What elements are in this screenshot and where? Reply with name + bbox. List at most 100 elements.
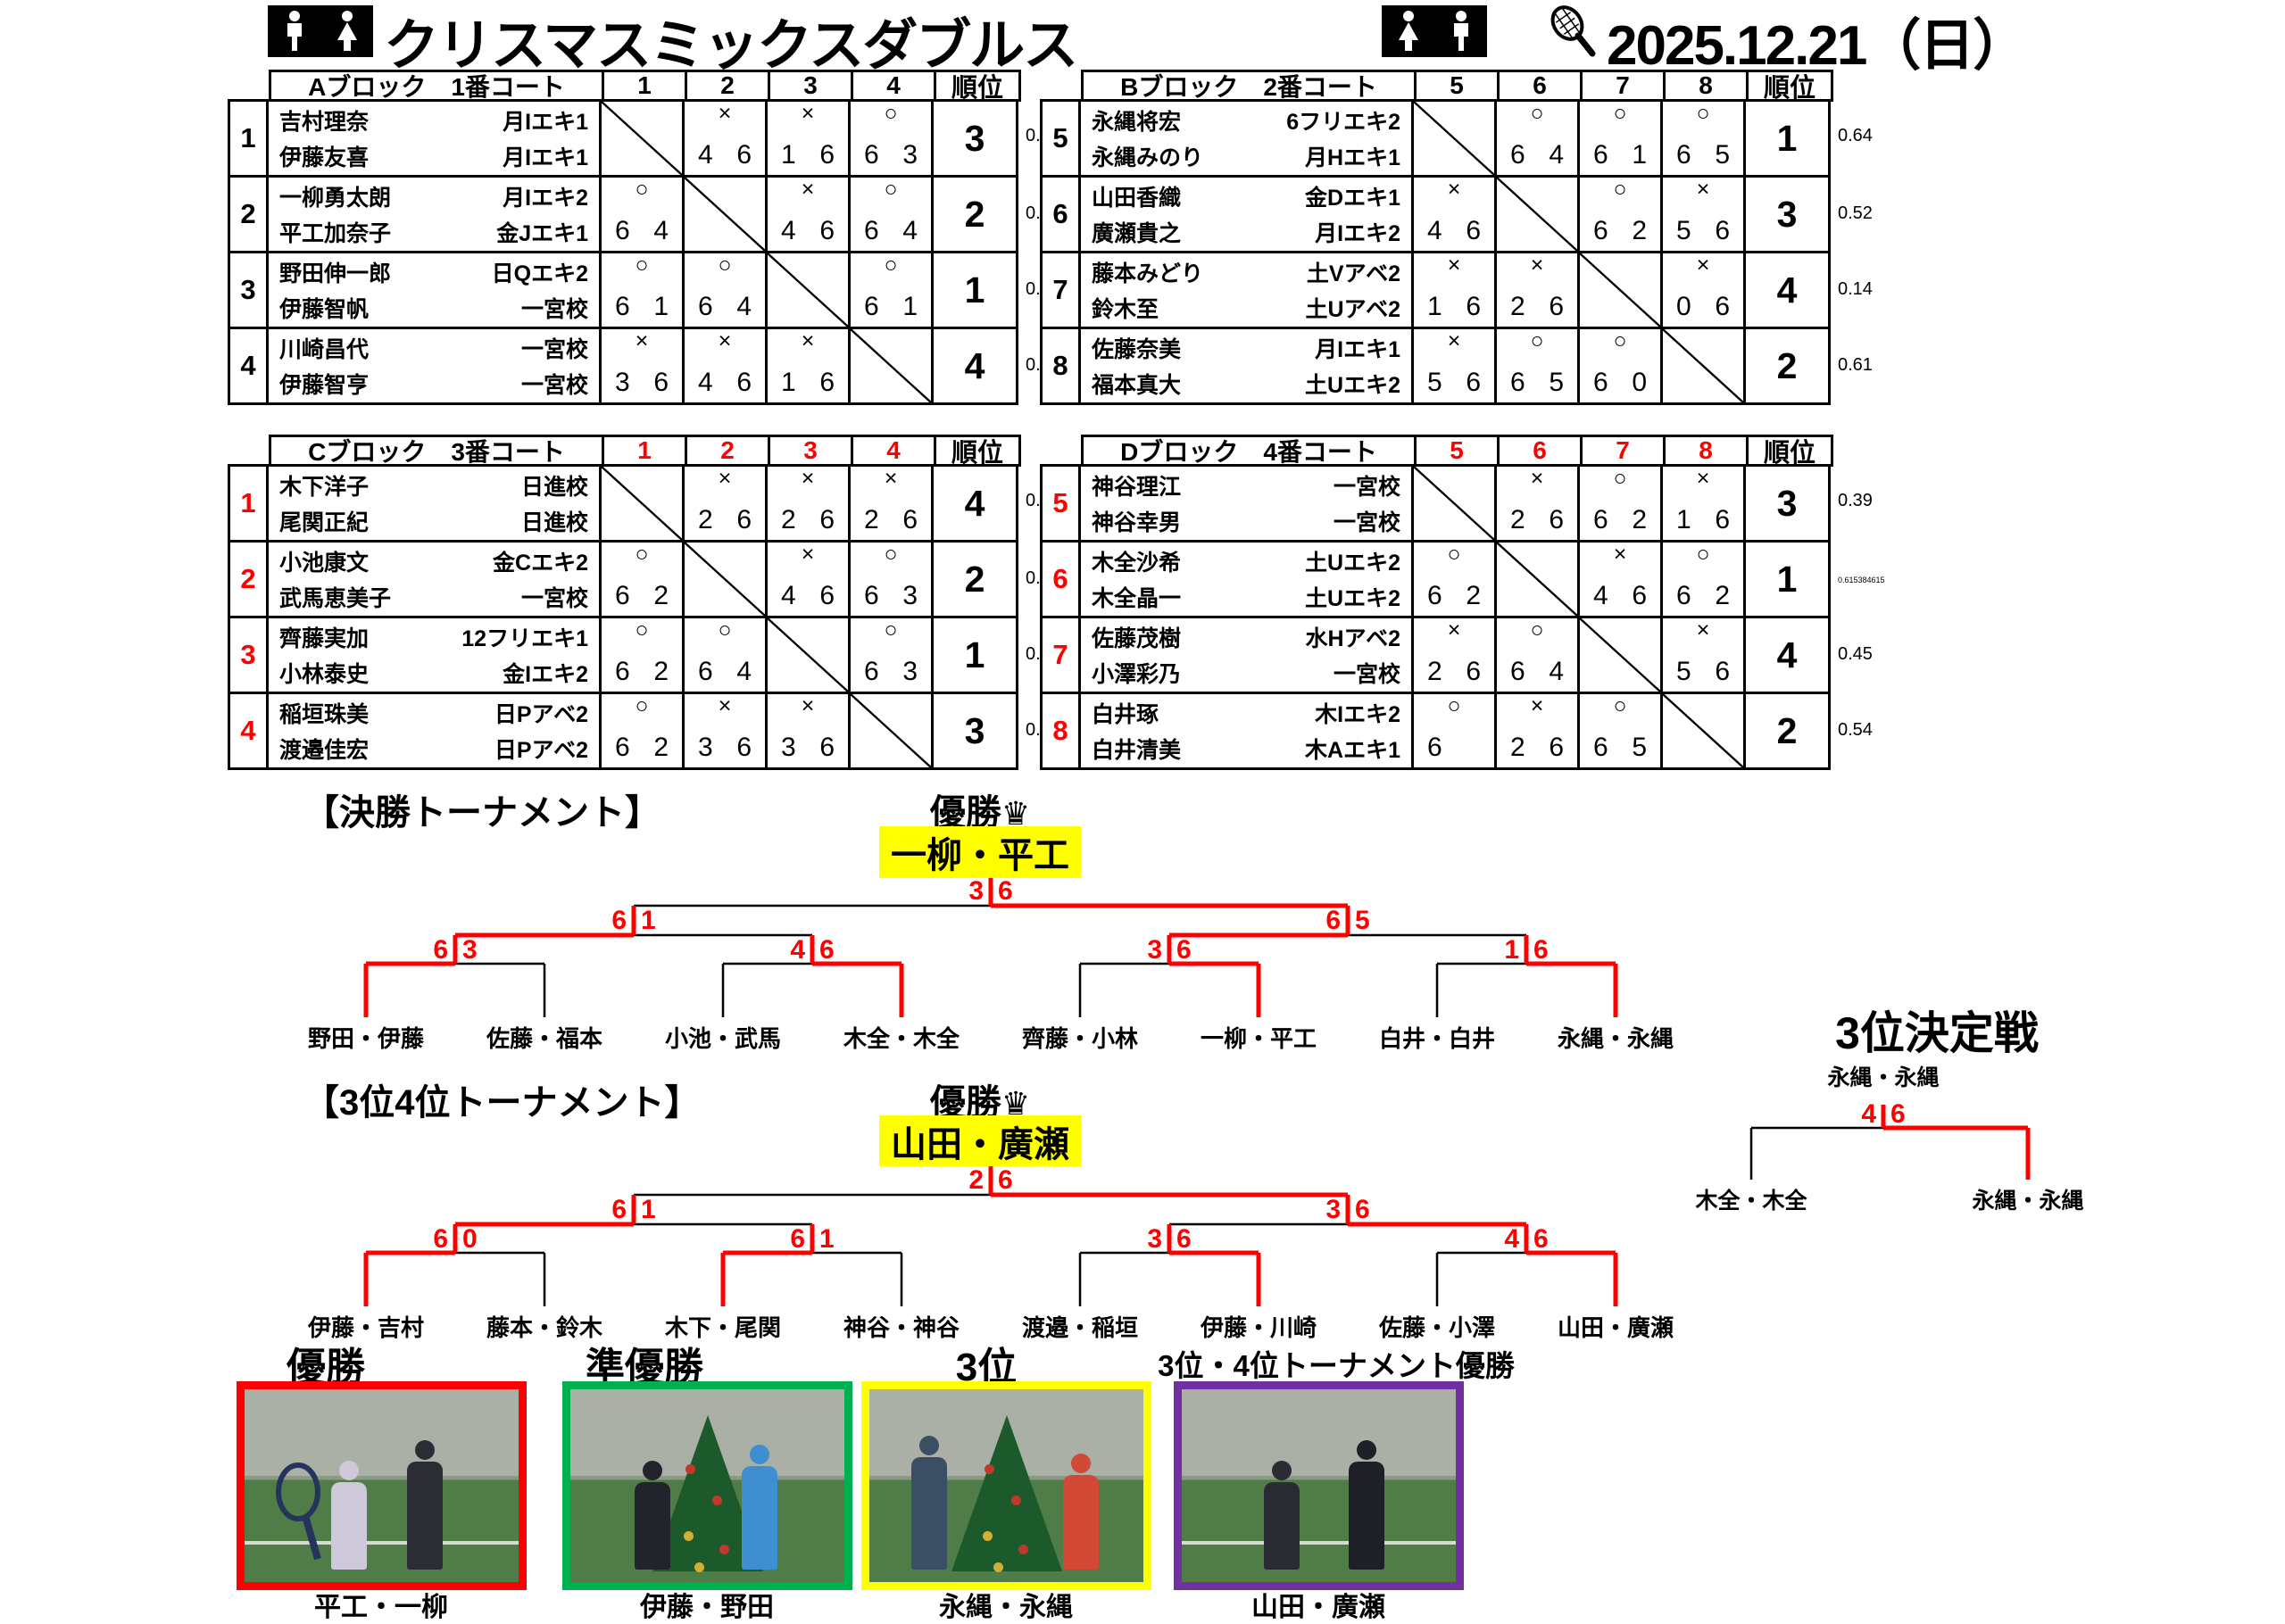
game-score: 3	[902, 657, 918, 686]
bracket-team-name: 山田・廣瀬	[1557, 1314, 1674, 1341]
pair-names-cell: 一柳勇太朗 月Iエキ2 平工加奈子 金Jエキ1	[266, 175, 602, 253]
bracket-score: 6	[998, 876, 1013, 906]
rank-cell: 2	[1743, 327, 1831, 405]
game-score: 6	[1593, 505, 1608, 534]
player-name: 永縄みのり	[1092, 145, 1204, 170]
game-score: 6	[1593, 140, 1608, 170]
table-row: 1 木下洋子 日進校 尾関正紀 日進校 × 2 6 × 2 6 × 2 6 4	[228, 464, 1120, 543]
match-score-cell: ○ 6 1	[848, 251, 934, 329]
game-score: 6	[864, 581, 879, 610]
game-score: 2	[864, 505, 879, 534]
bracket-score: 6	[819, 935, 835, 965]
rank-cell: 4	[1743, 616, 1831, 694]
pair-names-cell: 白井琢 木Iエキ2 白井清美 木Aエキ1	[1078, 692, 1414, 770]
champion-label-text: 優勝	[929, 793, 1001, 833]
match-score-cell: × 2 6	[848, 464, 934, 543]
rank-cell: 3	[931, 99, 1018, 178]
game-score: 3	[902, 581, 918, 610]
bracket-team-name: 白井・白井	[1378, 1025, 1496, 1052]
player-name: 渡邉佳宏	[279, 738, 370, 763]
game-score: 3	[698, 733, 713, 762]
result-mark: ×	[1696, 177, 1710, 202]
player-name: 神谷幸男	[1092, 510, 1182, 535]
player-class: 月Iエキ2	[1315, 221, 1400, 246]
pair-number: 1	[228, 99, 269, 178]
pair-names-cell: 稲垣珠美 日Pアベ2 渡邉佳宏 日Pアベ2	[266, 692, 602, 770]
pair-names-cell: 藤本みどり 土Vアベ2 鈴木至 土Uアベ2	[1078, 251, 1414, 329]
match-score-cell: ○ 6 0	[1577, 327, 1663, 405]
game-score: 2	[1427, 657, 1442, 686]
player-class: 一宮校	[1333, 510, 1400, 535]
pair-number: 5	[1040, 464, 1081, 543]
third-place-winner: 永縄・永縄	[1827, 1065, 1940, 1090]
game-score: 5	[1676, 657, 1691, 686]
game-score: 6	[1466, 368, 1481, 397]
game-score: 6	[819, 733, 835, 762]
pair-number: 3	[228, 251, 269, 329]
player-name: 佐藤奈美	[1092, 337, 1182, 362]
game-score: 6	[1510, 657, 1525, 686]
bracket-team-name: 一柳・平工	[1200, 1025, 1317, 1052]
block-c-table: Cブロック 3番コート 1 2 3 4 順位 1 木下洋子 日進校 尾関正紀 日進校…	[228, 435, 1120, 770]
game-score: 6	[1593, 733, 1608, 762]
player-name: 齊藤実加	[279, 626, 370, 651]
pair-names-cell: 永縄将宏 6フリエキ2 永縄みのり 月Hエキ1	[1078, 99, 1414, 178]
game-score: 4	[1549, 140, 1564, 170]
table-row: 3 野田伸一郎 日Qエキ2 伊藤智帆 一宮校 ○ 6 1 ○ 6 4 ○ 6 1 1	[228, 251, 1120, 329]
game-score: 3	[615, 368, 630, 397]
table-row: 3 齊藤実加 12フリエキ1 小林泰史 金Iエキ2 ○ 6 2 ○ 6 4 ○ 6 3 1	[228, 616, 1120, 694]
bracket-score: 1	[641, 1195, 656, 1224]
rank-cell: 2	[1743, 692, 1831, 770]
bracket-score: 3	[462, 935, 478, 965]
bracket-score: 1	[641, 906, 656, 935]
photo-caption: 平工・一柳	[314, 1593, 448, 1622]
game-score: 6	[1427, 581, 1442, 610]
female-pictogram-icon	[337, 11, 357, 51]
bracket-team-name: 野田・伊藤	[307, 1025, 425, 1052]
diagonal-cell	[1494, 540, 1580, 618]
pair-names-cell: 川崎昌代 一宮校 伊藤智亨 一宮校	[266, 327, 602, 405]
tennis-racket-graphic	[276, 1462, 321, 1561]
player-class: 日Qエキ2	[491, 261, 588, 286]
match-score-cell: × 2 6	[765, 464, 851, 543]
pair-number: 2	[228, 540, 269, 618]
column-header: 4	[851, 70, 936, 102]
rank-cell: 1	[931, 251, 1018, 329]
table-row: 7 藤本みどり 土Vアベ2 鈴木至 土Uアベ2 × 1 6 × 2 6 × 0 6 4	[1040, 251, 1932, 329]
pair-number: 3	[228, 616, 269, 694]
match-score-cell: × 3 6	[765, 692, 851, 770]
court-line	[1182, 1541, 1456, 1545]
male-pictogram-icon	[287, 11, 302, 51]
player-class: 金Cエキ2	[493, 551, 588, 576]
result-mark: ○	[884, 253, 898, 278]
match-score-cell: × 3 6	[599, 327, 685, 405]
female-pictogram-icon	[1398, 11, 1418, 51]
match-score-cell: × 2 6	[1411, 616, 1497, 694]
game-score: 1	[1676, 505, 1691, 534]
game-score: 6	[1715, 216, 1730, 245]
result-mark: ○	[635, 542, 649, 567]
game-score: 6	[1466, 292, 1481, 321]
pair-names-cell: 佐藤茂樹 水Hアベ2 小澤彩乃 一宮校	[1078, 616, 1414, 694]
player-name: 武馬恵美子	[279, 586, 392, 611]
result-mark: ○	[1530, 328, 1544, 353]
diagonal-cell	[1660, 327, 1746, 405]
diagonal-cell	[1660, 692, 1746, 770]
pair-number: 8	[1040, 692, 1081, 770]
rank-header: 順位	[934, 435, 1021, 468]
result-mark: ×	[1530, 693, 1544, 718]
bracket-team-name: 木下・尾関	[664, 1314, 782, 1341]
column-header: 2	[685, 70, 770, 102]
player-class: 日進校	[520, 475, 588, 500]
match-score-cell: × 1 6	[765, 327, 851, 405]
game-score: 6	[1549, 505, 1564, 534]
result-mark: ○	[884, 617, 898, 642]
game-score: 2	[1510, 505, 1525, 534]
game-score: 6	[1593, 368, 1608, 397]
result-mark: ○	[1613, 101, 1627, 126]
result-mark: ×	[718, 693, 732, 718]
player-name: 白井琢	[1092, 702, 1159, 727]
game-score: 6	[864, 292, 879, 321]
player-class: 月Iエキ1	[503, 110, 588, 135]
pair-number: 6	[1040, 540, 1081, 618]
